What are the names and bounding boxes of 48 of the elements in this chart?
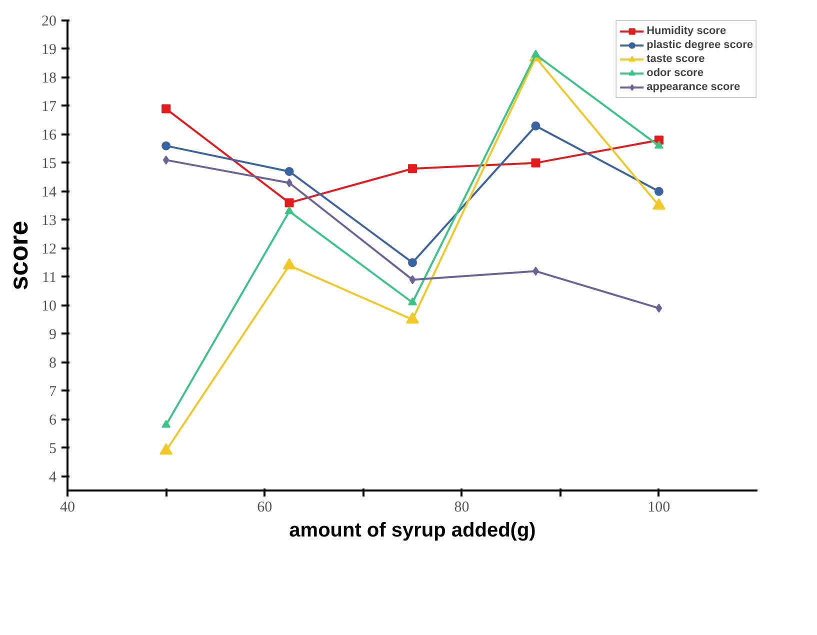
- y-tick-label: 16: [42, 127, 57, 144]
- point: [656, 304, 662, 313]
- point: [284, 206, 294, 214]
- point: [162, 156, 170, 165]
- point: [408, 297, 417, 306]
- y-tick-label: 7: [49, 384, 57, 400]
- y-tick-label: 5: [49, 440, 56, 457]
- y-tick-label: 9: [49, 326, 56, 343]
- y-tick-label: 13: [42, 212, 56, 229]
- point: [652, 198, 666, 210]
- point: [408, 258, 417, 268]
- x-tick-label: 100: [648, 500, 670, 516]
- legend-label: Humidity score: [646, 24, 726, 38]
- y-tick-label: 15: [42, 156, 56, 172]
- y-tick-label: 8: [49, 355, 56, 372]
- point: [162, 420, 171, 428]
- point: [531, 158, 540, 168]
- y-tick-label: 11: [42, 270, 57, 286]
- y-tick-label: 20: [42, 14, 56, 30]
- point: [162, 141, 171, 150]
- x-tick-label: 80: [454, 500, 470, 516]
- point: [654, 186, 664, 196]
- y-tick-label: 4: [49, 469, 57, 486]
- y-tick-label: 19: [42, 42, 56, 58]
- y-tick-label: 12: [42, 241, 56, 258]
- point: [531, 121, 540, 130]
- y-tick-label: 14: [42, 184, 57, 200]
- legend-label: appearance score: [646, 80, 740, 94]
- y-tick-label: 10: [42, 298, 56, 314]
- x-tick-label: 40: [60, 500, 75, 516]
- point: [654, 140, 664, 149]
- legend-label: odor score: [646, 66, 704, 80]
- point: [406, 312, 419, 324]
- point: [408, 164, 417, 174]
- point: [284, 198, 294, 208]
- point: [284, 166, 294, 176]
- legend-label: taste score: [646, 52, 705, 66]
- x-axis-title: amount of syrup added(g): [289, 520, 536, 542]
- point: [409, 275, 416, 284]
- legend-label: plastic degree score: [646, 38, 753, 52]
- y-tick-label: 18: [42, 70, 56, 86]
- point: [160, 443, 173, 455]
- y-tick-label: 6: [49, 412, 57, 428]
- y-axis-title: score: [4, 220, 34, 290]
- point: [282, 258, 296, 270]
- y-tick-label: 17: [42, 98, 57, 115]
- x-tick-label: 60: [257, 500, 272, 516]
- point: [162, 104, 171, 114]
